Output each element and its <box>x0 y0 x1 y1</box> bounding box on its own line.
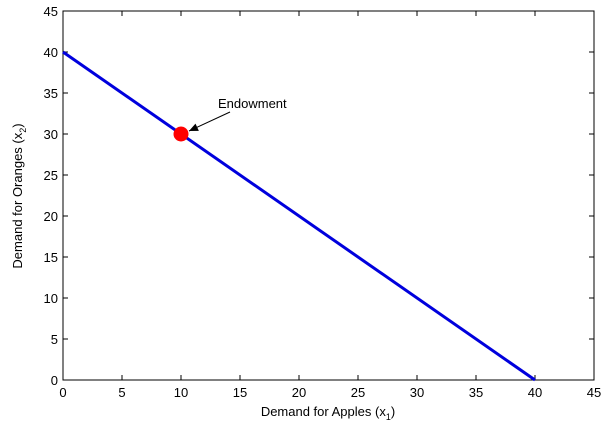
x-tick-label: 5 <box>118 385 125 400</box>
axis-ticks: 0 5 10 15 20 25 30 35 40 45 0 5 10 15 20 25 30 35 40 45 <box>44 4 602 400</box>
marker-group <box>173 126 189 142</box>
budget-line <box>62 50 536 382</box>
y-tick-label: 20 <box>44 209 58 224</box>
y-tick-label: 45 <box>44 4 58 19</box>
y-tick-label: 0 <box>51 373 58 388</box>
y-tick-label: 15 <box>44 250 58 265</box>
x-tick-label: 30 <box>410 385 424 400</box>
y-axis-label: Demand for Oranges (x2) <box>10 123 28 268</box>
y-tick-label: 10 <box>44 291 58 306</box>
endowment-marker <box>173 126 189 142</box>
x-tick-label: 35 <box>469 385 483 400</box>
x-tick-label: 10 <box>174 385 188 400</box>
x-tick-label: 0 <box>59 385 66 400</box>
x-tick-label: 15 <box>233 385 247 400</box>
annotation-group: Endowment <box>188 96 287 132</box>
x-tick-label: 20 <box>292 385 306 400</box>
x-tick-label: 40 <box>528 385 542 400</box>
annotation-arrow-head <box>189 123 199 131</box>
x-tick-label: 45 <box>587 385 601 400</box>
y-tick-label: 30 <box>44 127 58 142</box>
y-tick-label: 40 <box>44 45 58 60</box>
series-group <box>62 50 536 382</box>
y-tick-label: 35 <box>44 86 58 101</box>
x-axis-label: Demand for Apples (x1) <box>261 404 395 422</box>
annotation-label: Endowment <box>218 96 287 111</box>
x-tick-label: 25 <box>351 385 365 400</box>
plot-area <box>62 10 595 381</box>
y-tick-label: 5 <box>51 332 58 347</box>
y-tick-label: 25 <box>44 168 58 183</box>
